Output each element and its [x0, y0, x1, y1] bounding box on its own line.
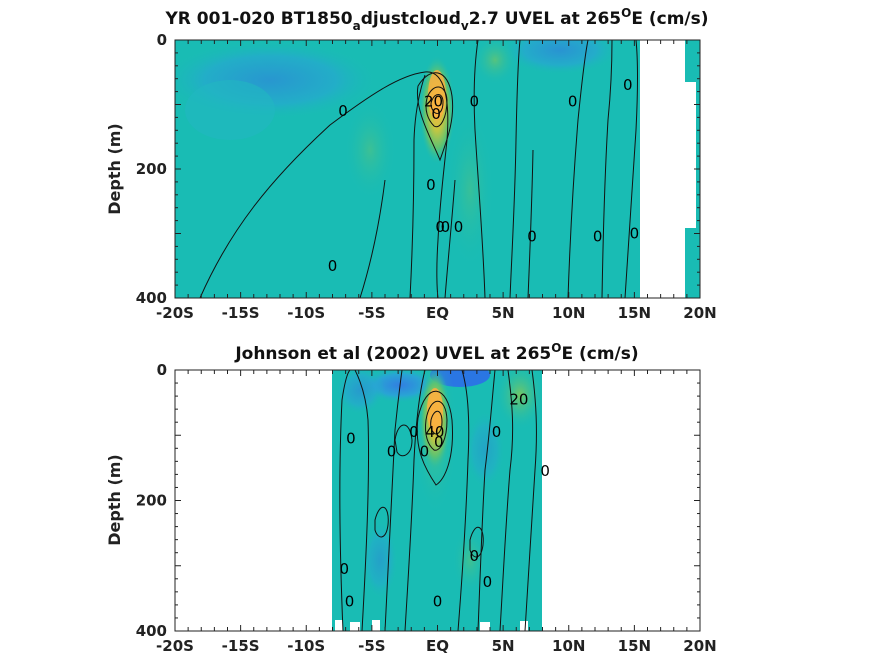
bottom-title-part-1: Johnson et al (2002) UVEL at 265: [234, 344, 551, 364]
bottom-field: [332, 370, 542, 631]
top-contour-label: 0: [568, 92, 578, 110]
panel-bottom: Johnson et al (2002) UVEL at 265OE (cm/s…: [105, 341, 717, 655]
bottom-contour-label: 0: [469, 547, 479, 565]
bottom-contour-label: 0: [340, 560, 350, 578]
top-title-sup: O: [621, 6, 631, 20]
top-contour-label: 0: [431, 105, 441, 123]
top-contour-label: 0: [630, 225, 640, 243]
top-x-tick-label: -20S: [156, 304, 194, 322]
top-contour-label: 0: [593, 228, 603, 246]
top-x-tick-label: 15N: [618, 304, 651, 322]
bottom-ylabel: Depth (m): [105, 454, 124, 546]
top-contour-label: 0: [527, 228, 537, 246]
bottom-x-tick-label: -5S: [358, 637, 385, 655]
bottom-x-tick-label: 15N: [618, 637, 651, 655]
top-y-tick-label: 0: [157, 31, 167, 49]
top-contour-label: 0: [469, 92, 479, 110]
bottom-contour-label: 40: [425, 423, 444, 441]
top-title-part-2: djustcloud: [361, 9, 461, 29]
top-title-part-4: E (cm/s): [631, 9, 708, 29]
bottom-contour-label: 0: [345, 593, 355, 611]
bottom-contour-label: 0: [433, 593, 443, 611]
top-contour-label: 20: [424, 92, 443, 110]
bottom-x-tick-label: 20N: [683, 637, 716, 655]
panel-top: YR 001-020 BT1850adjustcloudv2.7 UVEL at…: [105, 6, 717, 322]
top-title-part-1: YR 001-020 BT1850: [164, 9, 352, 29]
bottom-x-tick-label: -20S: [156, 637, 194, 655]
bottom-contour-label: 0: [420, 443, 430, 461]
top-title-sub-1: a: [353, 19, 361, 33]
bottom-contour-label: 0: [387, 443, 397, 461]
bottom-x-ticks: -20S -15S -10S -5S EQ 5N 10N 15N 20N: [156, 370, 717, 655]
top-contour-label: 0: [454, 218, 464, 236]
top-x-tick-label: -10S: [287, 304, 325, 322]
top-contour-label: 0: [426, 176, 436, 194]
top-title: YR 001-020 BT1850adjustcloudv2.7 UVEL at…: [164, 6, 708, 33]
top-x-tick-label: 5N: [492, 304, 515, 322]
bottom-title-sup: O: [551, 341, 561, 355]
bottom-contour-label: 0: [540, 462, 550, 480]
bottom-y-tick-label: 0: [157, 361, 167, 379]
top-contour-label: 0: [623, 76, 633, 94]
top-x-tick-label: EQ: [426, 304, 449, 322]
bottom-x-tick-label: -10S: [287, 637, 325, 655]
bottom-contour-label: 0: [492, 423, 502, 441]
top-x-tick-label: -5S: [358, 304, 385, 322]
bottom-contour-label: 0: [346, 430, 356, 448]
top-land-mask: [640, 40, 685, 298]
top-y-tick-label: 400: [136, 289, 167, 307]
top-x-tick-label: 20N: [683, 304, 716, 322]
top-title-part-3: 2.7 UVEL at 265: [469, 9, 621, 29]
bottom-contour-label: 0: [434, 433, 444, 451]
top-contour-label: 0: [328, 257, 338, 275]
bottom-x-tick-label: 5N: [492, 637, 515, 655]
bottom-title: Johnson et al (2002) UVEL at 265OE (cm/s…: [234, 341, 638, 364]
bottom-y-tick-label: 200: [136, 492, 167, 510]
top-field: [175, 40, 700, 298]
bottom-contour-label: 0: [483, 573, 493, 591]
top-x-tick-label: 10N: [552, 304, 585, 322]
bottom-title-part-2: E (cm/s): [561, 344, 638, 364]
bottom-x-tick-label: 10N: [552, 637, 585, 655]
bottom-x-tick-label: -15S: [222, 637, 260, 655]
top-contour-label: 0: [338, 102, 348, 120]
bottom-contour-label: 20: [509, 390, 528, 408]
top-x-ticks: -20S -15S -10S -5S EQ 5N 10N 15N 20N: [156, 40, 717, 322]
top-title-sub-2: v: [461, 19, 469, 33]
top-ylabel: Depth (m): [105, 123, 124, 215]
bottom-y-tick-label: 400: [136, 622, 167, 640]
top-y-tick-label: 200: [136, 160, 167, 178]
top-contour-label: 0: [435, 218, 445, 236]
bottom-contour-label: 0: [409, 423, 419, 441]
bottom-x-tick-label: EQ: [426, 637, 449, 655]
top-contour-label: 0: [441, 218, 451, 236]
top-x-tick-label: -15S: [222, 304, 260, 322]
